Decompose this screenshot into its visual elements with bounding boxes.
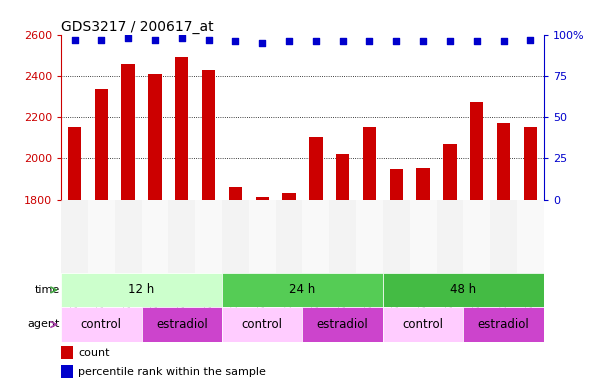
Text: time: time [34,285,60,295]
Point [445,38,455,44]
Bar [470,102,483,200]
Text: percentile rank within the sample: percentile rank within the sample [78,367,266,377]
Text: 48 h: 48 h [450,283,477,296]
Bar [417,168,430,200]
Text: agent: agent [27,319,60,329]
Bar [61,365,73,378]
Bar [463,307,544,342]
Point [150,36,160,43]
Point [123,35,133,41]
Bar [95,89,108,200]
Point [70,36,79,43]
Point [311,38,321,44]
Bar [142,200,169,273]
Bar [276,200,302,273]
Point [230,38,240,44]
Point [418,38,428,44]
Bar [222,307,302,342]
Bar [68,127,81,200]
Bar [222,200,249,273]
Bar [122,65,135,200]
Bar [115,200,142,273]
Bar [302,307,383,342]
Bar [88,200,115,273]
Bar [517,200,544,273]
Text: GDS3217 / 200617_at: GDS3217 / 200617_at [61,20,214,33]
Text: control: control [81,318,122,331]
Bar [255,197,269,200]
Bar [383,273,544,307]
Bar [436,200,463,273]
Point [338,38,348,44]
Bar [148,74,162,200]
Bar [463,200,490,273]
Bar [336,154,349,200]
Bar [524,127,537,200]
Text: 12 h: 12 h [128,283,155,296]
Point [472,38,481,44]
Point [177,35,187,41]
Bar [282,194,296,200]
Point [365,38,375,44]
Bar [390,169,403,200]
Text: estradiol: estradiol [316,318,368,331]
Bar [195,200,222,273]
Bar [383,200,410,273]
Text: estradiol: estradiol [478,318,530,331]
Text: estradiol: estradiol [156,318,208,331]
Point [203,36,213,43]
Text: count: count [78,348,109,358]
Bar [61,273,222,307]
Point [97,36,106,43]
Bar [169,200,195,273]
Bar [61,200,88,273]
Point [525,36,535,43]
Bar [249,200,276,273]
Text: 24 h: 24 h [290,283,315,296]
Bar [302,200,329,273]
Bar [497,123,510,200]
Bar [202,70,215,200]
Point [392,38,401,44]
Bar [222,273,383,307]
Bar [363,127,376,200]
Bar [443,144,456,200]
Bar [229,187,242,200]
Bar [383,307,463,342]
Text: control: control [242,318,283,331]
Bar [410,200,436,273]
Bar [356,200,383,273]
Bar [329,200,356,273]
Bar [309,137,323,200]
Bar [175,57,188,200]
Bar [61,346,73,359]
Bar [142,307,222,342]
Point [284,38,294,44]
Point [499,38,508,44]
Point [257,40,267,46]
Text: control: control [403,318,444,331]
Bar [61,307,142,342]
Bar [490,200,517,273]
